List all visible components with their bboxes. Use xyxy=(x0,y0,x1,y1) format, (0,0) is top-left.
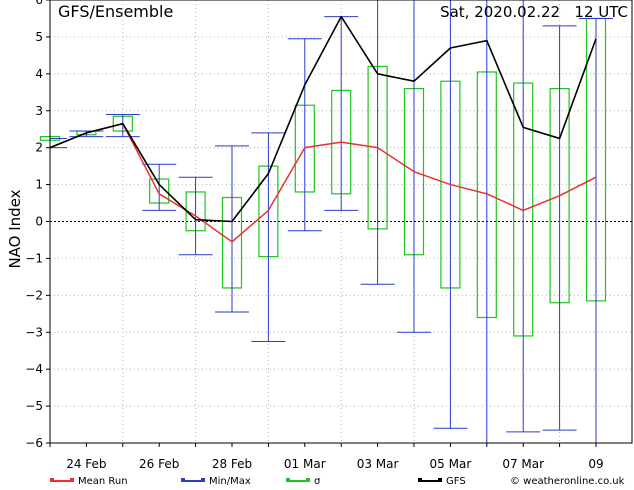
x-tick-label: 28 Feb xyxy=(212,457,252,471)
x-tick-label: 01 Mar xyxy=(284,457,326,471)
y-tick-label: −1 xyxy=(25,251,43,265)
x-tick-label: 05 Mar xyxy=(430,457,472,471)
x-tick-label: 26 Feb xyxy=(139,457,179,471)
legend-gfs-swatch xyxy=(418,478,442,482)
date-label: Sat, 2020.02.22 12 UTC xyxy=(440,3,628,21)
x-tick-label: 07 Mar xyxy=(502,457,544,471)
legend-mean-run: Mean Run xyxy=(50,476,128,490)
chart-title: GFS/Ensemble xyxy=(58,2,173,21)
y-axis-label: NAO Index xyxy=(6,189,24,268)
legend-minmax-label: Min/Max xyxy=(209,476,251,487)
grid xyxy=(50,0,632,443)
y-tick-label: 3 xyxy=(35,104,43,118)
legend-mean-run-label: Mean Run xyxy=(78,476,128,487)
legend-minmax: Min/Max xyxy=(181,476,251,490)
legend-sigma-swatch xyxy=(286,478,310,482)
legend-mean-run-swatch xyxy=(50,478,74,482)
y-tick-label: 6 xyxy=(35,0,43,7)
y-tick-label: 1 xyxy=(35,178,43,192)
legend-minmax-swatch xyxy=(181,478,205,482)
y-tick-label: −2 xyxy=(25,288,43,302)
y-tick-label: −5 xyxy=(25,399,43,413)
y-tick-label: 5 xyxy=(35,30,43,44)
x-tick-label: 03 Mar xyxy=(357,457,399,471)
y-tick-label: 0 xyxy=(35,215,43,229)
legend-sigma-label: σ xyxy=(314,476,321,487)
y-tick-label: −6 xyxy=(25,436,43,450)
watermark: © weatheronline.co.uk xyxy=(510,476,625,487)
legend-sigma: σ xyxy=(286,476,321,490)
x-tick-label: 09 xyxy=(588,457,603,471)
legend-gfs: GFS xyxy=(418,476,466,490)
mean-run-line xyxy=(49,122,597,243)
y-tick-label: −4 xyxy=(25,362,43,376)
sigma-boxes xyxy=(39,17,607,337)
x-ticks: 24 Feb 26 Feb 28 Feb 01 Mar 03 Mar 05 Mar 07 M… xyxy=(49,443,604,471)
y-tick-label: −3 xyxy=(25,325,43,339)
gfs-line xyxy=(49,15,597,223)
legend-gfs-label: GFS xyxy=(446,476,466,487)
series-lines xyxy=(49,15,597,243)
y-tick-label: 2 xyxy=(35,141,43,155)
y-ticks: −6 −5 −4 −3 −2 −1 0 1 2 3 4 5 6 xyxy=(25,0,50,450)
y-tick-label: 4 xyxy=(35,67,43,81)
x-tick-label: 24 Feb xyxy=(66,457,106,471)
